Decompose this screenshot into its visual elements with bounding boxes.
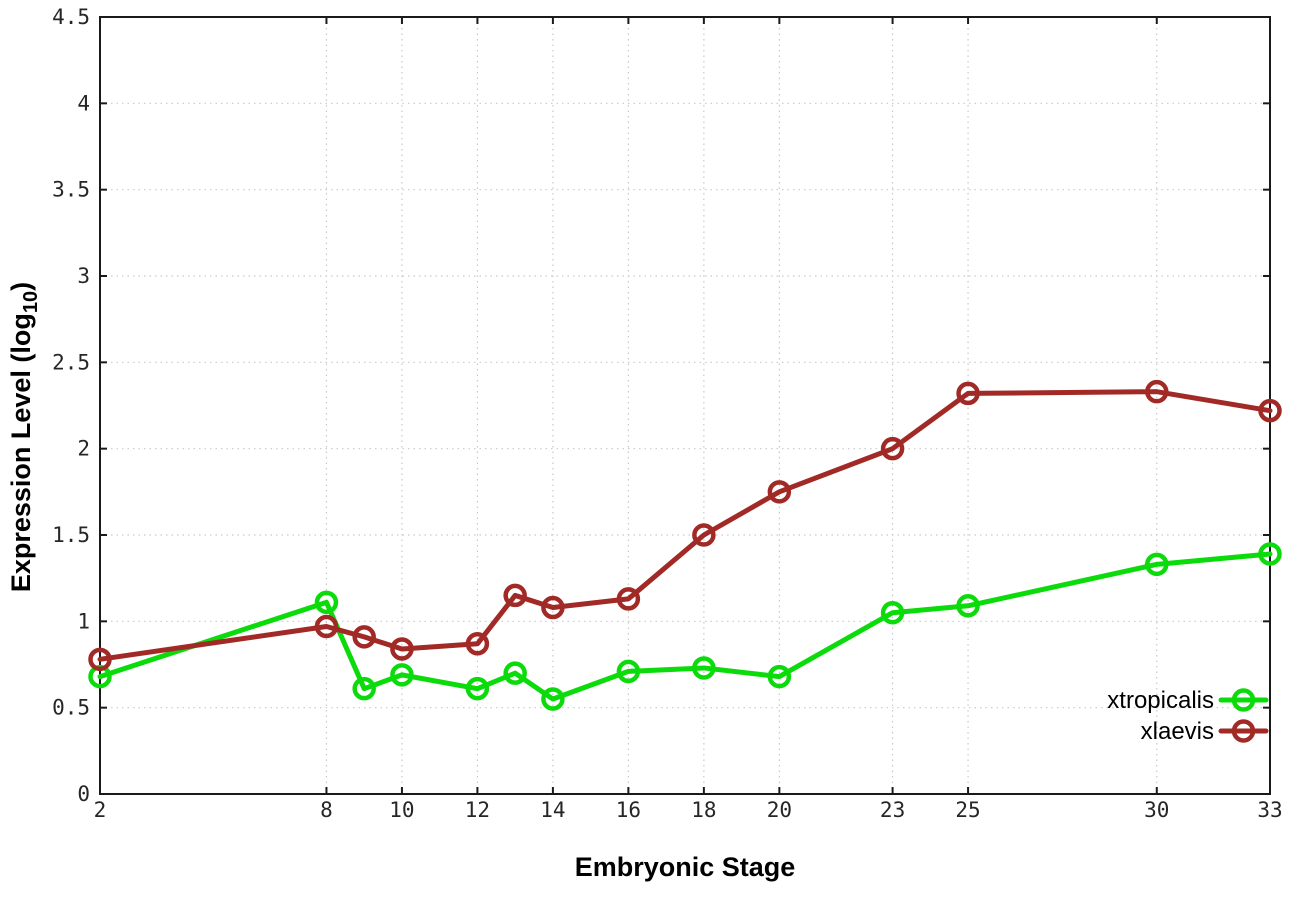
data-point-xtropicalis	[692, 656, 716, 680]
y-tick-label: 4.5	[52, 5, 90, 29]
legend-layer: xtropicalis xlaevis	[1107, 687, 1269, 745]
data-point-xlaevis	[1145, 379, 1169, 404]
data-point-xtropicalis	[1145, 552, 1169, 577]
legend-label-xlaevis: xlaevis	[1141, 718, 1214, 745]
data-point-xtropicalis	[880, 600, 905, 625]
data-point-xtropicalis	[956, 594, 980, 618]
data-point-xlaevis	[390, 637, 414, 661]
data-point-xlaevis	[503, 583, 527, 608]
data-point-xtropicalis	[1258, 542, 1282, 566]
data-point-xlaevis	[692, 523, 716, 547]
data-point-xlaevis	[880, 436, 905, 461]
legend-label-xtropicalis: xtropicalis	[1107, 687, 1214, 714]
plot-frame-layer	[99, 16, 1271, 795]
data-point-xlaevis	[541, 595, 565, 620]
y-tick-label: 2	[77, 437, 90, 461]
series-line-xtropicalis	[97, 551, 1273, 702]
data-point-xlaevis	[767, 480, 792, 504]
y-tick-label: 1.5	[52, 523, 90, 547]
y-tick-label: 4	[77, 91, 90, 115]
data-point-xlaevis	[88, 647, 112, 672]
tick-label-layer: 2 8 10 12 14 16 18 20 23 25 30 33 0 0.5 1 1.5 2 2.5 3 3.5 4 4…	[52, 5, 1283, 822]
data-point-xlaevis	[352, 625, 376, 649]
y-tick-label: 1	[77, 609, 90, 633]
data-point-xtropicalis	[767, 664, 792, 689]
data-point-xtropicalis	[465, 676, 490, 701]
x-tick-label: 18	[691, 798, 716, 822]
y-tick-label: 2.5	[52, 350, 90, 374]
legend-sample-marker-xlaevis	[1231, 719, 1256, 743]
x-tick-label: 2	[94, 798, 107, 822]
x-tick-label: 12	[465, 798, 490, 822]
y-axis-label: Expression Level (log10)	[6, 282, 42, 592]
y-tick-label: 3.5	[52, 178, 90, 202]
x-tick-label: 25	[955, 798, 980, 822]
x-tick-label: 30	[1144, 798, 1169, 822]
x-tick-label: 20	[767, 798, 792, 822]
x-tick-label: 23	[880, 798, 905, 822]
legend-sample-marker-xtropicalis	[1231, 688, 1256, 712]
series-layer	[88, 379, 1282, 711]
data-point-xlaevis	[1258, 398, 1282, 423]
data-point-xtropicalis	[503, 661, 527, 685]
data-point-xtropicalis	[314, 590, 339, 615]
x-tick-label: 14	[540, 798, 565, 822]
data-point-xlaevis	[956, 381, 980, 406]
y-tick-label: 3	[77, 264, 90, 288]
data-point-xlaevis	[616, 587, 641, 611]
x-tick-label: 16	[616, 798, 641, 822]
x-tick-label: 10	[389, 798, 414, 822]
series-line-xlaevis	[97, 389, 1273, 662]
data-point-xlaevis	[465, 632, 490, 656]
y-tick-label: 0	[77, 782, 90, 806]
x-tick-label: 33	[1257, 798, 1282, 822]
data-point-xtropicalis	[616, 659, 641, 684]
grid-layer	[100, 17, 1270, 794]
data-point-xtropicalis	[352, 676, 376, 701]
data-point-xtropicalis	[541, 687, 565, 711]
data-point-xlaevis	[314, 614, 339, 639]
x-axis-label: Embryonic Stage	[575, 852, 796, 882]
data-point-xtropicalis	[390, 663, 414, 687]
x-tick-label: 8	[320, 798, 333, 822]
plot-border	[99, 16, 1271, 795]
y-tick-label: 0.5	[52, 696, 90, 720]
